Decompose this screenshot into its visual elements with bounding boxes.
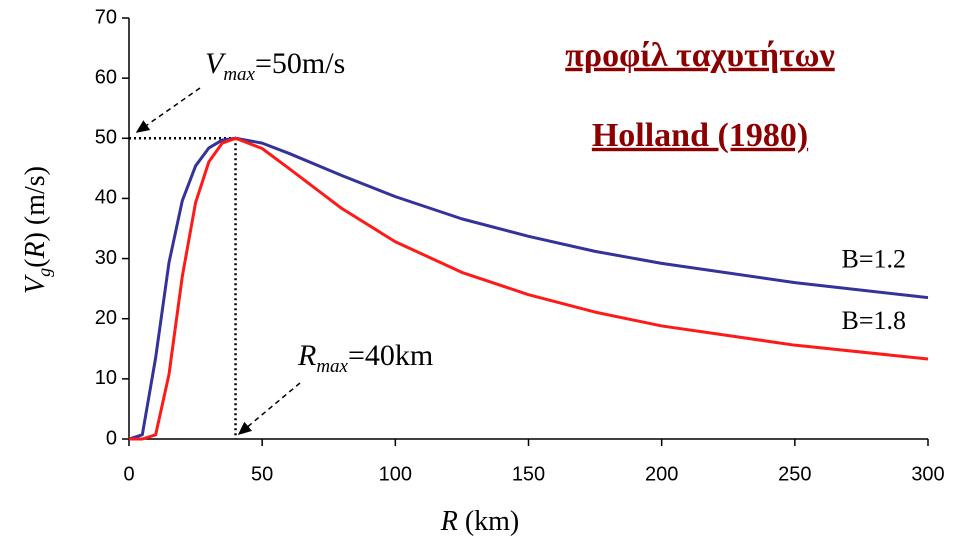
y-tick-label: 30 [95, 247, 117, 269]
x-axis-label: R (km) [440, 506, 520, 537]
y-tick-label: 40 [95, 187, 117, 209]
y-label-part: g [34, 268, 54, 277]
title: προφίλ ταχυτήτων [565, 37, 834, 74]
annotation: Rmax=40km [297, 339, 433, 377]
annotation: Vmax=50m/s [205, 47, 345, 85]
x-label-part: R [440, 506, 458, 537]
line [128, 136, 929, 441]
y-tick-label: 50 [95, 127, 117, 149]
x-tick-label: 150 [512, 463, 545, 485]
annotation-part: =40km [348, 339, 433, 372]
title: Holland (1980) [592, 117, 808, 154]
y-label-part: R [20, 241, 51, 259]
x-tick-label: 0 [123, 463, 134, 485]
x-tick-label: 250 [778, 463, 811, 485]
y-label-part: ( [20, 259, 51, 268]
annotation-part: max [223, 64, 255, 85]
annotation-part: max [316, 356, 348, 377]
line [129, 136, 929, 441]
y-label-part: V [20, 274, 51, 294]
x-tick-label: 200 [645, 463, 678, 485]
y-label-part: ) (m/s) [20, 166, 51, 241]
arrow [135, 87, 201, 133]
arrow [237, 382, 301, 435]
y-tick-label: 10 [95, 367, 117, 389]
x-tick-label: 300 [911, 463, 944, 485]
y-tick-label: 0 [106, 427, 117, 449]
annotation-part: =50m/s [255, 47, 345, 80]
y-tick-label: 70 [95, 6, 117, 28]
x-tick-label: 50 [251, 463, 273, 485]
x-tick-label: 100 [379, 463, 412, 485]
x-label-part: (km) [458, 506, 519, 537]
y-tick-label: 60 [95, 66, 117, 88]
annotation-part: R [297, 339, 316, 372]
series-label: B=1.2 [841, 245, 906, 274]
y-axis-label: Vg(R) (m/s) [20, 166, 54, 294]
annotation-part: V [205, 47, 227, 80]
y-tick-label: 20 [95, 307, 117, 329]
series-label: B=1.8 [841, 306, 906, 335]
